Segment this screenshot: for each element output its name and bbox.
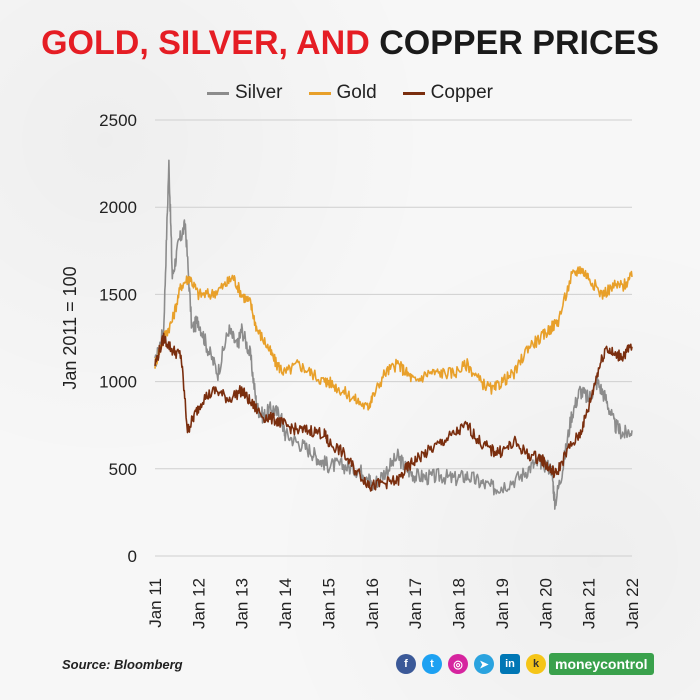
legend-swatch-silver <box>207 91 229 95</box>
legend-label-copper: Copper <box>430 82 493 103</box>
x-tick-label: Jan 14 <box>276 578 295 629</box>
title-red-part: GOLD, SILVER, AND <box>41 24 370 62</box>
y-tick-label: 2500 <box>99 111 137 130</box>
legend-item-copper: Copper <box>402 82 493 104</box>
source-note: Source: Bloomberg <box>62 657 183 672</box>
x-tick-label: Jan 22 <box>623 578 642 629</box>
series-line-copper <box>154 332 633 492</box>
telegram-icon[interactable]: ➤ <box>474 654 494 674</box>
linkedin-icon[interactable]: in <box>500 654 520 674</box>
series-line-gold <box>154 266 633 411</box>
facebook-icon[interactable]: f <box>396 654 416 674</box>
x-tick-label: Jan 16 <box>363 578 382 629</box>
x-tick-label: Jan 15 <box>319 578 338 629</box>
twitter-icon[interactable]: t <box>422 654 442 674</box>
y-tick-label: 1000 <box>99 373 137 392</box>
chart-title: GOLD, SILVER, AND COPPER PRICES <box>0 24 700 63</box>
legend-swatch-copper <box>402 91 425 95</box>
brand-logo: moneycontrol <box>549 653 654 675</box>
y-tick-label: 0 <box>128 547 137 566</box>
legend-label-silver: Silver <box>235 82 283 103</box>
legend: Silver Gold Copper <box>0 82 700 104</box>
legend-item-silver: Silver <box>207 82 283 104</box>
social-icons: f t ◎ ➤ in k <box>396 654 546 674</box>
y-tick-label: 500 <box>109 460 137 479</box>
title-black-part: COPPER PRICES <box>379 24 659 62</box>
x-tick-label: Jan 19 <box>493 578 512 629</box>
y-tick-label: 2000 <box>99 198 137 217</box>
legend-label-gold: Gold <box>336 82 377 103</box>
y-axis-label: Jan 2011 = 100 <box>60 266 80 389</box>
legend-item-gold: Gold <box>308 82 377 104</box>
series-line-silver <box>154 159 633 510</box>
y-tick-label: 1500 <box>99 285 137 304</box>
legend-swatch-gold <box>308 91 331 95</box>
x-tick-label: Jan 11 <box>146 578 165 628</box>
x-tick-label: Jan 12 <box>189 578 208 629</box>
x-tick-label: Jan 21 <box>580 578 599 629</box>
koo-icon[interactable]: k <box>526 654 546 674</box>
x-tick-label: Jan 17 <box>406 578 425 629</box>
instagram-icon[interactable]: ◎ <box>448 654 468 674</box>
x-tick-label: Jan 18 <box>450 578 469 629</box>
x-tick-label: Jan 13 <box>233 578 252 629</box>
x-tick-label: Jan 20 <box>536 578 555 629</box>
